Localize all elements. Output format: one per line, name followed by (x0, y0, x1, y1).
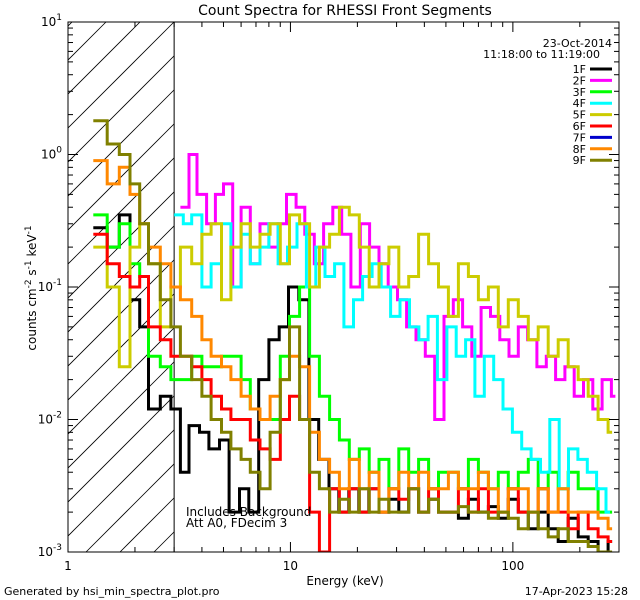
series-9F (93, 119, 613, 552)
y-axis: 10-3 10-2 10-1 100 101 (38, 13, 619, 559)
footer-date: 17-Apr-2023 15:28 (525, 585, 628, 598)
legend-label: 3F (573, 86, 586, 99)
hatch-line (68, 22, 209, 163)
x-tick-label: 1 (64, 559, 72, 573)
x-axis: 1 10 100 (64, 22, 620, 573)
hatch-line (68, 22, 243, 197)
legend-label: 1F (573, 63, 586, 76)
x-axis-label: Energy (keV) (306, 574, 383, 588)
legend-label: 7F (573, 131, 586, 144)
date-label: 23-Oct-2014 (543, 37, 612, 50)
footer-generated-by: Generated by hsi_min_spectra_plot.pro (4, 585, 220, 598)
annotation-attenuator: Att A0, FDecim 3 (186, 516, 287, 530)
legend-label: 4F (573, 97, 586, 110)
series-4F (174, 213, 610, 514)
y-tick-label: 10-2 (38, 411, 62, 427)
series-5F (93, 205, 613, 434)
y-tick-label: 100 (41, 146, 62, 162)
x-tick-label: 10 (283, 559, 298, 573)
legend-label: 9F (573, 154, 586, 167)
y-tick-label: 10-1 (38, 278, 62, 294)
y-tick-label: 101 (41, 13, 62, 29)
x-tick-label: 100 (501, 559, 524, 573)
y-axis-label: counts cm-2 s-1 keV-1 (24, 225, 39, 350)
series-layer (93, 119, 616, 552)
series-8F (93, 159, 613, 531)
chart-title: Count Spectra for RHESSI Front Segments (198, 3, 492, 19)
legend-label: 6F (573, 120, 586, 133)
hatch-line (68, 22, 175, 129)
legend-label: 8F (573, 143, 586, 156)
time-range-label: 11:18:00 to 11:19:00 (483, 48, 600, 61)
legend-label: 5F (573, 109, 586, 122)
y-tick-label: 10-3 (38, 543, 62, 559)
annotation-background: Includes Background (186, 505, 311, 519)
legend-label: 2F (573, 74, 586, 87)
